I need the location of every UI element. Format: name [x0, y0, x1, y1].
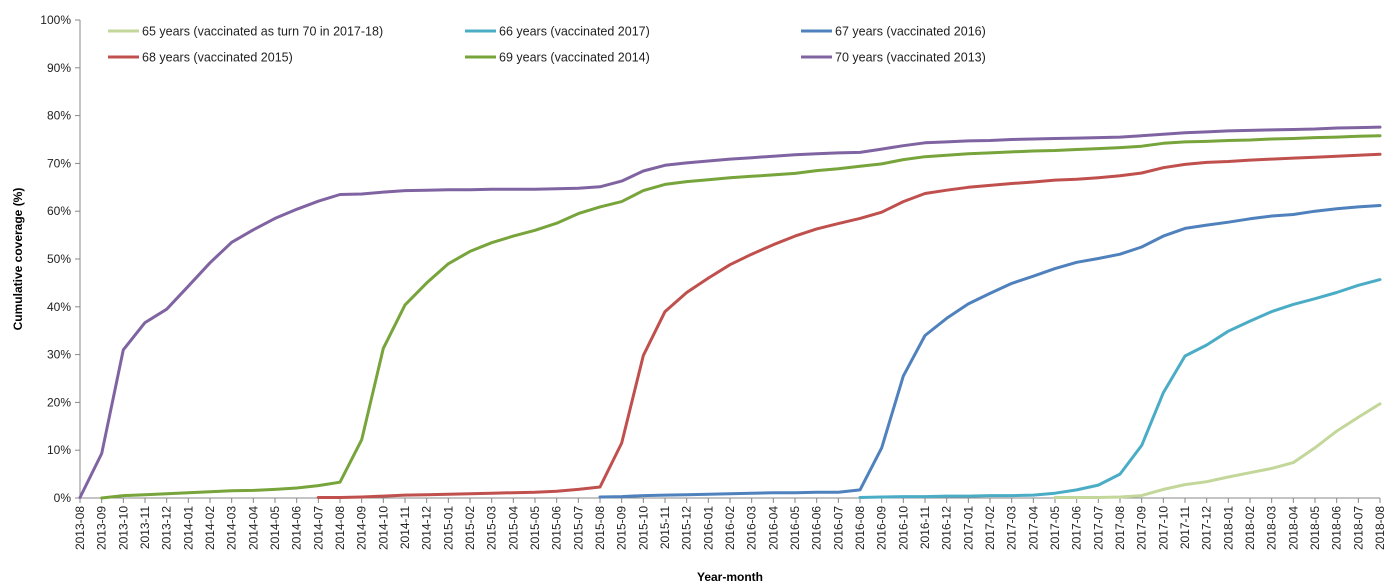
- x-tick-label: 2013-09: [95, 506, 109, 550]
- y-tick-label: 70%: [47, 156, 71, 170]
- x-tick-label: 2014-10: [376, 506, 390, 550]
- y-tick-label: 50%: [47, 252, 71, 266]
- x-axis-ticks: 2013-08 2013-09 2013-10 2013-11 2013-12 2014-…: [73, 498, 1387, 550]
- legend-label: 65 years (vaccinated as turn 70 in 2017-…: [142, 25, 383, 39]
- x-tick-label: 2018-07: [1351, 506, 1365, 550]
- series-line: [78, 125, 1382, 499]
- x-tick-label: 2018-02: [1243, 506, 1257, 550]
- x-tick-label: 2015-01: [441, 506, 455, 550]
- x-tick-label: 2016-04: [766, 506, 780, 550]
- x-tick-label: 2018-06: [1330, 506, 1344, 550]
- series-line: [858, 278, 1382, 499]
- x-tick-label: 2016-09: [875, 506, 889, 550]
- x-tick-label: 2018-01: [1221, 506, 1235, 550]
- x-tick-label: 2015-12: [680, 506, 694, 550]
- x-tick-label: 2017-05: [1048, 506, 1062, 550]
- x-tick-label: 2016-03: [745, 506, 759, 550]
- series-lines: [78, 125, 1382, 500]
- y-tick-label: 100%: [40, 13, 71, 27]
- axes: [79, 20, 1380, 499]
- x-tick-label: 2013-08: [73, 506, 87, 550]
- x-tick-label: 2017-02: [983, 506, 997, 550]
- x-tick-label: 2018-08: [1373, 506, 1387, 550]
- x-tick-label: 2014-11: [398, 506, 412, 549]
- x-tick-label: 2014-04: [246, 506, 260, 550]
- y-tick-label: 30%: [47, 348, 71, 362]
- x-tick-label: 2016-12: [940, 506, 954, 550]
- x-tick-label: 2015-03: [485, 506, 499, 550]
- x-tick-label: 2014-01: [181, 506, 195, 550]
- legend: 65 years (vaccinated as turn 70 in 2017-…: [108, 25, 986, 65]
- x-tick-label: 2017-06: [1070, 506, 1084, 550]
- x-tick-label: 2014-02: [203, 506, 217, 550]
- x-tick-label: 2016-02: [723, 506, 737, 550]
- x-tick-label: 2013-12: [160, 506, 174, 550]
- x-tick-label: 2016-06: [810, 506, 824, 550]
- legend-label: 66 years (vaccinated 2017): [499, 25, 650, 39]
- x-tick-label: 2016-07: [831, 506, 845, 550]
- y-tick-label: 20%: [47, 395, 71, 409]
- x-tick-label: 2015-11: [658, 506, 672, 549]
- x-tick-label: 2016-05: [788, 506, 802, 550]
- x-tick-label: 2015-10: [636, 506, 650, 550]
- x-tick-label: 2013-10: [116, 506, 130, 550]
- x-tick-label: 2017-11: [1178, 506, 1192, 549]
- x-tick-label: 2017-04: [1026, 506, 1040, 550]
- series-line: [316, 152, 1382, 499]
- series-line: [1053, 402, 1382, 499]
- x-tick-label: 2018-05: [1308, 506, 1322, 550]
- x-tick-label: 2015-04: [506, 506, 520, 550]
- x-tick-label: 2017-10: [1156, 506, 1170, 550]
- x-tick-label: 2015-07: [571, 506, 585, 550]
- x-tick-label: 2014-06: [290, 506, 304, 550]
- x-tick-label: 2016-10: [896, 506, 910, 550]
- x-tick-label: 2015-08: [593, 506, 607, 550]
- legend-label: 69 years (vaccinated 2014): [499, 51, 650, 65]
- x-tick-label: 2015-02: [463, 506, 477, 550]
- legend-label: 67 years (vaccinated 2016): [835, 25, 986, 39]
- x-tick-label: 2018-03: [1265, 506, 1279, 550]
- x-tick-label: 2014-05: [268, 506, 282, 550]
- x-tick-label: 2017-03: [1005, 506, 1019, 550]
- series-line: [598, 204, 1382, 499]
- x-tick-label: 2015-06: [550, 506, 564, 550]
- x-tick-label: 2015-05: [528, 506, 542, 550]
- x-tick-label: 2016-08: [853, 506, 867, 550]
- x-tick-label: 2016-11: [918, 506, 932, 549]
- x-tick-label: 2014-07: [311, 506, 325, 550]
- x-tick-label: 2014-03: [225, 506, 239, 550]
- x-tick-label: 2016-01: [701, 506, 715, 550]
- x-tick-label: 2017-01: [961, 506, 975, 550]
- y-tick-label: 60%: [47, 204, 71, 218]
- legend-label: 70 years (vaccinated 2013): [835, 51, 986, 65]
- x-tick-label: 2015-09: [615, 506, 629, 550]
- y-tick-label: 90%: [47, 61, 71, 75]
- x-tick-label: 2017-12: [1200, 506, 1214, 550]
- y-tick-label: 10%: [47, 443, 71, 457]
- legend-label: 68 years (vaccinated 2015): [142, 51, 293, 65]
- x-tick-label: 2017-08: [1113, 506, 1127, 550]
- y-axis-title: Cumulative coverage (%): [11, 188, 25, 331]
- x-tick-label: 2017-07: [1091, 506, 1105, 550]
- x-tick-label: 2014-09: [355, 506, 369, 550]
- y-tick-label: 0%: [54, 491, 72, 505]
- x-tick-label: 2017-09: [1135, 506, 1149, 550]
- x-axis-title: Year-month: [697, 570, 763, 584]
- x-tick-label: 2014-12: [420, 506, 434, 550]
- y-tick-label: 40%: [47, 300, 71, 314]
- x-tick-label: 2014-08: [333, 506, 347, 550]
- series-line: [100, 134, 1382, 500]
- x-tick-label: 2018-04: [1286, 506, 1300, 550]
- y-tick-label: 80%: [47, 109, 71, 123]
- y-axis-ticks: 0% 10% 20% 30% 40% 50% 60% 70% 80% 90% 100%: [40, 13, 80, 505]
- x-tick-label: 2013-11: [138, 506, 152, 549]
